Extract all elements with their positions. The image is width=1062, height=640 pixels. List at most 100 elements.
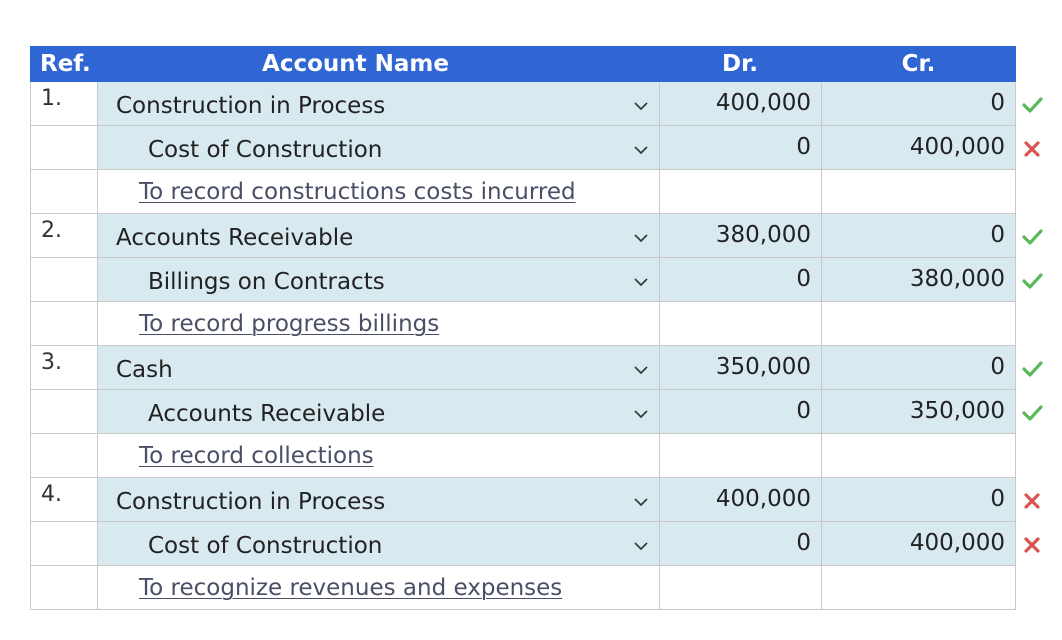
ref-cell: [30, 522, 97, 566]
empty-debit-cell: [659, 434, 821, 478]
cross-icon: [1021, 534, 1043, 556]
chevron-down-icon[interactable]: [633, 402, 649, 419]
debit-amount[interactable]: 0: [659, 126, 821, 170]
account-name: Cash: [116, 356, 173, 383]
chevron-down-icon[interactable]: [633, 138, 649, 155]
debit-amount[interactable]: 0: [659, 522, 821, 566]
entry-description: To recognize revenues and expenses: [139, 574, 563, 601]
journal-line-row: 1. Construction in Process 400,000 0: [30, 82, 1043, 126]
account-name: Construction in Process: [116, 92, 386, 119]
check-icon: [1021, 358, 1043, 380]
ref-cell: [30, 434, 97, 478]
chevron-down-icon[interactable]: [633, 270, 649, 287]
credit-value: 400,000: [909, 530, 1005, 556]
account-select[interactable]: Accounts Receivable: [97, 390, 659, 434]
journal-line-row: 3. Cash 350,000 0: [30, 346, 1043, 390]
debit-amount[interactable]: 350,000: [659, 346, 821, 390]
check-icon: [1021, 402, 1043, 424]
description-row: To record progress billings: [30, 302, 1016, 346]
debit-amount[interactable]: 380,000: [659, 214, 821, 258]
ref-cell: [30, 302, 97, 346]
debit-amount[interactable]: 0: [659, 390, 821, 434]
account-name: Accounts Receivable: [116, 224, 354, 251]
ref-cell: 2.: [30, 214, 97, 258]
check-icon: [1021, 94, 1043, 116]
header-ref: Ref.: [40, 51, 91, 77]
chevron-down-icon[interactable]: [633, 226, 649, 243]
check-icon: [1021, 270, 1043, 292]
description-cell: To record collections: [97, 434, 659, 478]
credit-amount[interactable]: 0: [821, 82, 1043, 126]
entry-description: To record collections: [139, 442, 374, 469]
description-row: To recognize revenues and expenses: [30, 566, 1016, 610]
credit-amount[interactable]: 0: [821, 478, 1040, 522]
account-select[interactable]: Billings on Contracts: [97, 258, 659, 302]
credit-value: 400,000: [909, 134, 1005, 160]
ref-cell: 4.: [30, 478, 97, 522]
debit-amount[interactable]: 400,000: [659, 478, 821, 522]
description-row: To record collections: [30, 434, 1016, 478]
credit-amount[interactable]: 400,000: [821, 126, 1040, 170]
empty-debit-cell: [659, 302, 821, 346]
empty-credit-cell: [821, 302, 1016, 346]
credit-amount[interactable]: 0: [821, 214, 1043, 258]
account-name: Cost of Construction: [148, 532, 383, 559]
credit-amount[interactable]: 380,000: [821, 258, 1043, 302]
journal-line-row: Cost of Construction 0 400,000: [30, 522, 1040, 566]
credit-value: 350,000: [909, 398, 1005, 424]
debit-amount[interactable]: 400,000: [659, 82, 821, 126]
ref-cell: [30, 566, 97, 610]
credit-value: 0: [990, 486, 1005, 512]
account-name: Accounts Receivable: [148, 400, 386, 427]
debit-amount[interactable]: 0: [659, 258, 821, 302]
description-cell: To record constructions costs incurred: [97, 170, 659, 214]
entry-description: To record progress billings: [139, 310, 440, 337]
credit-value: 0: [990, 222, 1005, 248]
table-body: 1. Construction in Process 400,000 0 Cost of…: [30, 82, 1043, 610]
header-credit: Cr.: [901, 51, 936, 77]
account-name: Billings on Contracts: [148, 268, 385, 295]
empty-credit-cell: [821, 566, 1016, 610]
table-header: Ref. Account Name Dr. Cr.: [30, 46, 1016, 82]
ref-cell: [30, 390, 97, 434]
chevron-down-icon[interactable]: [633, 534, 649, 551]
cross-icon: [1021, 490, 1043, 512]
ref-cell: [30, 126, 97, 170]
credit-amount[interactable]: 400,000: [821, 522, 1040, 566]
credit-value: 0: [990, 354, 1005, 380]
journal-line-row: Billings on Contracts 0 380,000: [30, 258, 1043, 302]
header-account-name: Account Name: [262, 51, 449, 77]
description-cell: To record progress billings: [97, 302, 659, 346]
journal-line-row: 4. Construction in Process 400,000 0: [30, 478, 1040, 522]
journal-line-row: 2. Accounts Receivable 380,000 0: [30, 214, 1043, 258]
account-select[interactable]: Cash: [97, 346, 659, 390]
ref-cell: 1.: [30, 82, 97, 126]
credit-amount[interactable]: 350,000: [821, 390, 1043, 434]
account-select[interactable]: Accounts Receivable: [97, 214, 659, 258]
credit-amount[interactable]: 0: [821, 346, 1043, 390]
account-name: Construction in Process: [116, 488, 386, 515]
header-debit: Dr.: [722, 51, 758, 77]
entry-description: To record constructions costs incurred: [139, 178, 576, 205]
empty-debit-cell: [659, 170, 821, 214]
description-row: To record constructions costs incurred: [30, 170, 1016, 214]
chevron-down-icon[interactable]: [633, 358, 649, 375]
cross-icon: [1021, 138, 1043, 160]
journal-line-row: Accounts Receivable 0 350,000: [30, 390, 1043, 434]
account-select[interactable]: Cost of Construction: [97, 126, 659, 170]
account-name: Cost of Construction: [148, 136, 383, 163]
credit-value: 380,000: [909, 266, 1005, 292]
journal-line-row: Cost of Construction 0 400,000: [30, 126, 1040, 170]
account-select[interactable]: Construction in Process: [97, 82, 659, 126]
account-select[interactable]: Cost of Construction: [97, 522, 659, 566]
empty-credit-cell: [821, 434, 1016, 478]
ref-cell: [30, 170, 97, 214]
chevron-down-icon[interactable]: [633, 94, 649, 111]
account-select[interactable]: Construction in Process: [97, 478, 659, 522]
chevron-down-icon[interactable]: [633, 490, 649, 507]
ref-cell: 3.: [30, 346, 97, 390]
check-icon: [1021, 226, 1043, 248]
empty-credit-cell: [821, 170, 1016, 214]
journal-entry-table: Ref. Account Name Dr. Cr. 1. Construction…: [30, 46, 1043, 610]
empty-debit-cell: [659, 566, 821, 610]
